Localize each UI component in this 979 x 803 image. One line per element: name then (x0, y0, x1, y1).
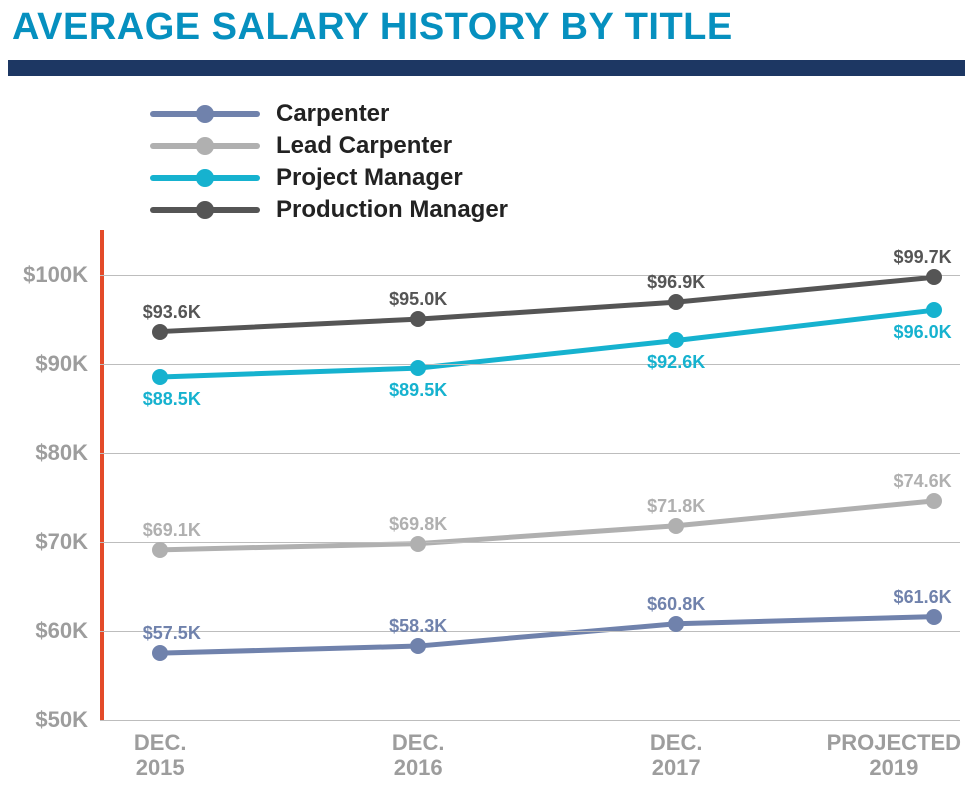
gridline (100, 631, 960, 632)
data-point (668, 518, 684, 534)
y-tick-label: $50K (35, 707, 100, 733)
data-point-label: $88.5K (143, 389, 201, 410)
data-point (152, 645, 168, 661)
legend-label: Production Manager (276, 196, 508, 224)
y-axis-accent (100, 230, 104, 720)
data-point (152, 324, 168, 340)
legend-marker (196, 105, 214, 123)
legend: Carpenter Lead Carpenter Project Manager Pr… (150, 98, 508, 226)
data-point-label: $89.5K (389, 380, 447, 401)
y-tick-label: $70K (35, 529, 100, 555)
legend-item: Lead Carpenter (150, 130, 508, 162)
y-tick-label: $100K (23, 262, 100, 288)
data-point-label: $96.9K (647, 272, 705, 293)
data-point (410, 638, 426, 654)
data-point-label: $60.8K (647, 594, 705, 615)
data-point (668, 294, 684, 310)
legend-label: Lead Carpenter (276, 132, 452, 160)
data-point (410, 360, 426, 376)
x-tick-label: PROJECTED 2019 (827, 720, 961, 781)
data-point (152, 542, 168, 558)
data-point (410, 536, 426, 552)
data-point (152, 369, 168, 385)
data-point-label: $69.8K (389, 514, 447, 535)
page-title: AVERAGE SALARY HISTORY BY TITLE (12, 6, 733, 49)
legend-swatch (150, 111, 260, 117)
legend-swatch (150, 207, 260, 213)
data-point-label: $96.0K (894, 322, 952, 343)
chart-lines (100, 230, 960, 720)
legend-swatch (150, 175, 260, 181)
data-point (668, 332, 684, 348)
legend-marker (196, 201, 214, 219)
data-point-label: $58.3K (389, 616, 447, 637)
data-point (668, 616, 684, 632)
legend-label: Project Manager (276, 164, 463, 192)
data-point-label: $71.8K (647, 496, 705, 517)
gridline (100, 275, 960, 276)
series-line (160, 310, 934, 377)
data-point (926, 302, 942, 318)
data-point-label: $69.1K (143, 520, 201, 541)
legend-item: Carpenter (150, 98, 508, 130)
data-point-label: $61.6K (894, 587, 952, 608)
data-point (926, 269, 942, 285)
legend-marker (196, 137, 214, 155)
data-point (926, 609, 942, 625)
data-point (926, 493, 942, 509)
header-bar (8, 60, 965, 76)
data-point-label: $99.7K (894, 247, 952, 268)
data-point (410, 311, 426, 327)
legend-swatch (150, 143, 260, 149)
y-tick-label: $60K (35, 618, 100, 644)
data-point-label: $57.5K (143, 623, 201, 644)
data-point-label: $74.6K (894, 471, 952, 492)
data-point-label: $93.6K (143, 302, 201, 323)
legend-marker (196, 169, 214, 187)
gridline (100, 364, 960, 365)
data-point-label: $95.0K (389, 289, 447, 310)
y-tick-label: $80K (35, 440, 100, 466)
x-tick-label: DEC. 2017 (650, 720, 703, 781)
gridline (100, 542, 960, 543)
salary-chart: $50K$60K$70K$80K$90K$100KDEC. 2015DEC. 2… (100, 230, 960, 720)
series-line (160, 617, 934, 654)
x-tick-label: DEC. 2015 (134, 720, 187, 781)
legend-label: Carpenter (276, 100, 389, 128)
legend-item: Production Manager (150, 194, 508, 226)
data-point-label: $92.6K (647, 352, 705, 373)
y-tick-label: $90K (35, 351, 100, 377)
gridline (100, 453, 960, 454)
x-tick-label: DEC. 2016 (392, 720, 445, 781)
legend-item: Project Manager (150, 162, 508, 194)
